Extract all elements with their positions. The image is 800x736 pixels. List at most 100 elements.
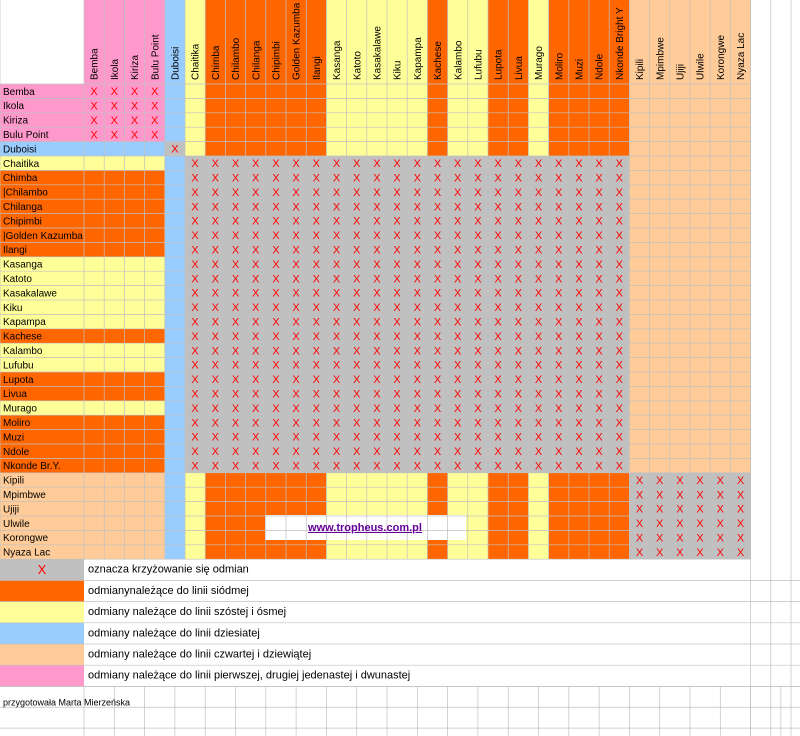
header-corner bbox=[0, 0, 84, 84]
row-header bbox=[0, 415, 84, 430]
cross-mark: X bbox=[393, 245, 401, 257]
cross-mark: X bbox=[252, 245, 260, 257]
cross-mark: X bbox=[333, 345, 341, 357]
cell bbox=[346, 285, 367, 300]
row-header bbox=[0, 112, 84, 128]
cell bbox=[407, 285, 428, 300]
cross-mark: X bbox=[515, 216, 523, 228]
cell bbox=[528, 530, 549, 545]
cell bbox=[609, 516, 630, 531]
cell bbox=[185, 357, 206, 372]
cross-mark: X bbox=[353, 302, 361, 314]
cross-mark: X bbox=[595, 187, 603, 199]
cell bbox=[185, 314, 206, 329]
cell bbox=[730, 271, 751, 286]
cross-mark: X bbox=[595, 230, 603, 242]
cell bbox=[306, 501, 327, 516]
cell bbox=[164, 458, 185, 473]
cell bbox=[609, 415, 630, 430]
cell bbox=[144, 444, 165, 459]
cross-mark: X bbox=[232, 331, 240, 343]
cell bbox=[669, 458, 690, 473]
cell bbox=[508, 199, 529, 214]
cell bbox=[508, 170, 529, 185]
cross-mark: X bbox=[474, 302, 482, 314]
cell bbox=[387, 199, 408, 214]
cell bbox=[589, 501, 610, 516]
cell bbox=[225, 357, 246, 372]
cell bbox=[407, 242, 428, 257]
cell bbox=[124, 487, 145, 502]
cross-mark: X bbox=[656, 489, 664, 501]
cell bbox=[205, 98, 226, 113]
cross-mark: X bbox=[333, 230, 341, 242]
cross-mark: X bbox=[494, 201, 502, 213]
row-header bbox=[0, 213, 84, 228]
cross-mark: X bbox=[575, 288, 583, 300]
cell bbox=[488, 127, 509, 142]
cell bbox=[104, 300, 125, 315]
cell bbox=[265, 141, 286, 156]
cross-mark: X bbox=[212, 288, 220, 300]
cell bbox=[144, 400, 165, 416]
cross-mark: X bbox=[434, 187, 442, 199]
cell bbox=[366, 271, 387, 286]
cell bbox=[286, 472, 307, 488]
cell bbox=[144, 184, 165, 200]
row-header bbox=[0, 98, 84, 113]
cell bbox=[366, 199, 387, 214]
cell bbox=[164, 429, 185, 444]
cross-mark: X bbox=[212, 245, 220, 257]
cross-mark: X bbox=[212, 302, 220, 314]
cross-mark: X bbox=[353, 417, 361, 429]
cell bbox=[407, 98, 428, 113]
cell bbox=[185, 256, 206, 272]
cell bbox=[609, 487, 630, 502]
cell bbox=[104, 98, 125, 113]
cell bbox=[185, 429, 206, 444]
cross-mark: X bbox=[292, 446, 300, 458]
cross-mark: X bbox=[232, 345, 240, 357]
cell bbox=[164, 271, 185, 286]
cross-mark: X bbox=[717, 533, 725, 545]
cell bbox=[649, 386, 670, 401]
cell bbox=[265, 84, 286, 99]
cross-mark: X bbox=[434, 158, 442, 170]
cross-mark: X bbox=[616, 201, 624, 213]
cell bbox=[528, 386, 549, 401]
cell bbox=[467, 372, 488, 387]
cell bbox=[649, 516, 670, 531]
cell bbox=[346, 415, 367, 430]
cell bbox=[629, 98, 650, 113]
cell bbox=[124, 199, 145, 214]
cross-mark: X bbox=[353, 187, 361, 199]
cell bbox=[710, 444, 731, 459]
cross-mark: X bbox=[535, 288, 543, 300]
cell bbox=[185, 141, 206, 156]
cell bbox=[669, 386, 690, 401]
cell bbox=[185, 271, 206, 286]
row-header bbox=[0, 501, 84, 516]
cross-mark: X bbox=[515, 259, 523, 271]
cross-mark: X bbox=[373, 259, 381, 271]
cell bbox=[528, 372, 549, 387]
cell bbox=[609, 357, 630, 372]
cell bbox=[649, 285, 670, 300]
cell bbox=[144, 386, 165, 401]
cell bbox=[447, 141, 468, 156]
cell bbox=[286, 112, 307, 128]
cross-mark: X bbox=[434, 417, 442, 429]
cell bbox=[467, 228, 488, 243]
cell bbox=[164, 285, 185, 300]
cross-mark: X bbox=[333, 273, 341, 285]
cell bbox=[589, 458, 610, 473]
cell bbox=[690, 444, 711, 459]
cross-mark: X bbox=[373, 403, 381, 415]
cell bbox=[84, 415, 105, 430]
cell bbox=[387, 544, 408, 560]
row-label: Lufubu bbox=[3, 360, 34, 371]
cell bbox=[306, 213, 327, 228]
cell bbox=[185, 184, 206, 200]
cell bbox=[568, 487, 589, 502]
cross-mark: X bbox=[313, 173, 321, 185]
